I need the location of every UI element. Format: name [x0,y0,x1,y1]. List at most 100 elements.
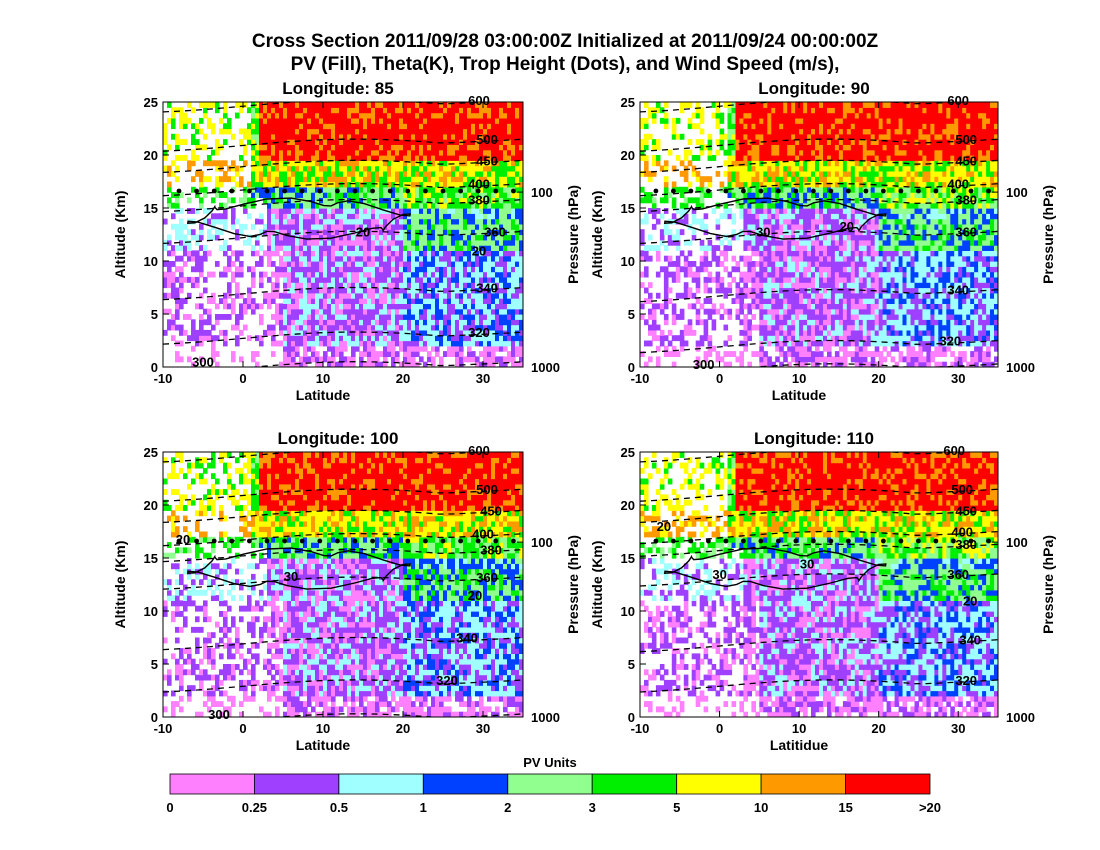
pv-cell [499,149,504,156]
pv-cell [507,176,512,183]
pv-cell [455,165,460,172]
pv-cell [323,276,328,283]
pv-cell [507,192,512,198]
pv-cell [395,160,400,167]
pv-cell [986,276,991,283]
pv-cell [443,255,448,262]
pv-cell [195,139,200,145]
pv-cell [451,160,456,167]
pv-cell [715,356,721,363]
pv-cell [347,229,352,236]
pv-cell [327,298,332,304]
pv-cell [319,255,324,262]
pv-cell [423,324,428,331]
pv-cell [691,292,697,299]
pv-cell [299,266,304,273]
pv-cell [327,144,332,151]
pv-cell [982,292,987,299]
pv-cell [775,298,780,304]
pv-cell [415,314,420,320]
pv-cell [391,261,396,267]
pv-cell [862,345,868,352]
pv-cell [487,361,492,367]
pv-cell [511,123,516,130]
pv-cell [491,271,496,278]
pv-cell [379,340,384,347]
pv-cell [918,314,923,320]
pv-cell [379,128,384,135]
pv-cell [411,298,416,304]
pv-cell [926,303,931,310]
pv-cell [463,181,468,188]
pv-cell [795,292,800,299]
pv-cell [515,282,520,289]
pv-cell [431,314,436,320]
pv-cell [471,218,476,225]
pv-cell [834,308,840,315]
pv-cell [295,345,300,352]
pv-cell [439,197,444,204]
pv-cell [471,117,476,124]
pv-cell [315,223,320,230]
pv-cell [319,282,324,289]
pv-cell [874,298,880,304]
pv-cell [371,308,376,315]
pv-cell [323,107,328,114]
pv-cell [203,176,208,183]
pv-cell [295,223,300,230]
pv-cell [511,112,516,119]
pv-cell [283,181,288,188]
pv-cell [359,208,364,214]
pv-cell [439,292,444,299]
pv-cell [511,308,516,315]
pv-cell [283,155,288,161]
pv-cell [355,271,360,278]
pv-cell [215,181,220,188]
pv-cell [946,292,951,299]
pv-cell [644,361,649,367]
pv-cell [415,208,420,214]
pv-cell [671,345,677,352]
pv-cell [862,298,868,304]
pv-cell [819,335,824,342]
pv-cell [295,255,300,262]
pv-cell [703,319,709,326]
pv-cell [399,223,404,230]
pv-cell [443,133,448,140]
pv-cell [211,356,216,363]
pv-cell [399,287,404,294]
pv-cell [267,128,272,135]
pv-cell [471,329,476,336]
pv-cell [195,128,200,135]
pv-cell [858,319,864,326]
pv-cell [819,324,824,331]
pv-cell [783,329,788,336]
pv-cell [275,112,280,119]
pv-cell [914,308,920,315]
pv-cell [451,165,456,172]
pv-cell [427,314,432,320]
pv-cell [495,287,500,294]
pv-cell [223,245,228,251]
pv-cell [163,139,168,145]
pv-cell [387,123,392,130]
pv-cell [303,107,308,114]
pv-cell [359,271,364,278]
pv-cell [411,335,416,342]
pv-cell [367,102,372,108]
pv-cell [339,250,344,257]
pv-cell [375,133,380,140]
pv-cell [487,117,492,124]
pv-cell [926,329,931,336]
pv-cell [299,245,304,251]
pv-cell [287,165,292,172]
pv-cell [375,250,380,257]
pv-cell [890,329,896,336]
pv-cell [503,102,508,108]
pv-cell [323,218,328,225]
pv-cell [199,181,204,188]
pv-cell [383,117,388,124]
pv-cell [363,123,368,130]
theta-contour-line [163,331,523,345]
pv-cell [375,208,380,214]
